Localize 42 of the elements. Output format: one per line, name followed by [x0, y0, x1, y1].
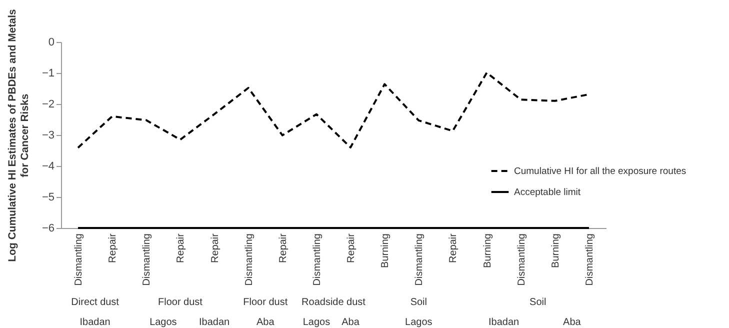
x-tick-label: Repair: [210, 232, 221, 263]
x-tick-label: Burning: [550, 234, 562, 268]
y-tick-label: −5: [42, 192, 54, 204]
x-tick-label: Dismantling: [74, 234, 85, 286]
x-tick-label: Dismantling: [414, 234, 426, 286]
text: Ibadan: [80, 317, 110, 328]
x-tick-label: Dismantling: [142, 234, 153, 286]
text: Floor dust: [243, 297, 288, 308]
x-tick-label: Repair: [278, 232, 289, 263]
y-tick-label: 0: [48, 36, 54, 48]
x-tick-label: Burning: [380, 234, 392, 268]
text: Aba: [256, 317, 275, 328]
text: Ibadan: [198, 317, 230, 328]
line-series: [77, 72, 590, 149]
x-tick-label: Repair: [448, 232, 460, 263]
legend-label: Acceptable limit: [514, 187, 581, 198]
y-tick-label: −6: [42, 222, 54, 234]
text: Lagos: [302, 317, 330, 328]
y-tick-label: −3: [42, 130, 54, 142]
legend-label: Cumulative HI for all the exposure routes: [514, 166, 686, 178]
text: Lagos: [405, 317, 432, 328]
text: Roadside dust: [302, 297, 366, 308]
x-tick-label: Dismantling: [516, 234, 528, 286]
text: Floor dust: [158, 297, 203, 308]
x-tick-label: Repair: [176, 232, 187, 263]
text: Lagos: [150, 317, 177, 328]
text: Ibadan: [488, 317, 520, 328]
y-tick-label: −4: [42, 160, 54, 172]
x-tick-label: Dismantling: [312, 234, 323, 286]
y-tick-label: −2: [42, 98, 54, 110]
text: Aba: [563, 317, 582, 328]
y-tick-label: −1: [42, 68, 54, 80]
text: Direct dust: [71, 297, 120, 308]
text: Soil: [530, 297, 546, 308]
text: Soil: [410, 297, 427, 308]
x-tick-label: Dismantling: [244, 234, 255, 286]
x-tick-label: Repair: [346, 232, 358, 263]
x-tick-label: Dismantling: [584, 234, 596, 286]
x-tick-label: Repair: [108, 232, 119, 263]
y-axis-title: Log Cumulative HI Estimates of PBDEs and Metals for Cancer Risks: [6, 9, 31, 262]
text: Aba: [342, 317, 360, 328]
x-tick-label: Burning: [482, 234, 494, 268]
